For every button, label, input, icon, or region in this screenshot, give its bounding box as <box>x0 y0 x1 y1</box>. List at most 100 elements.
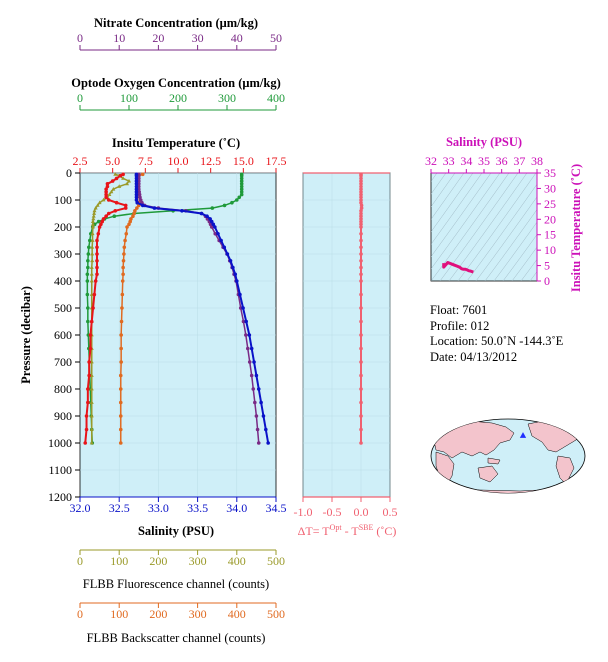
oxygen-point <box>86 265 90 270</box>
backscatter-point <box>122 245 127 250</box>
oxygen-point <box>239 176 244 181</box>
oxygen-tick-label: 300 <box>218 91 236 105</box>
oxygen-tick-label: 0 <box>77 91 83 105</box>
isopycnal-line <box>439 173 519 281</box>
nitrate-tick-label: 0 <box>77 31 83 45</box>
delta-tick-label: -1.0 <box>294 505 313 519</box>
salinity-point <box>249 346 254 351</box>
nitrate-point <box>256 441 261 445</box>
delta-t-point <box>359 346 363 351</box>
delta-t-point <box>359 245 363 250</box>
backscatter-point <box>123 238 127 243</box>
pressure-tick-label: 200 <box>54 220 72 234</box>
temperature-point <box>101 217 106 221</box>
fluorescence-point <box>89 427 94 431</box>
salinity-point <box>134 184 139 189</box>
nitrate-tick-label: 20 <box>152 31 164 45</box>
ts-x-tick-label: 37 <box>513 154 525 168</box>
pressure-tick-label: 400 <box>54 274 72 288</box>
isopycnal-line <box>520 258 537 281</box>
isopycnal-line <box>431 173 492 258</box>
salinity-point <box>211 222 216 227</box>
temperature-point <box>87 373 91 378</box>
temperature-point <box>104 214 108 218</box>
delta-t-point <box>359 319 363 324</box>
fluorescence-axis: 0 100 200 300 400 500 FLBB Fluorescence chann… <box>77 549 285 591</box>
salinity-axis-label: Salinity (PSU) <box>138 524 214 538</box>
delta-t-point <box>359 190 363 194</box>
salinity-point <box>213 225 217 229</box>
pressure-tick-label: 800 <box>54 382 72 396</box>
backscatter-point <box>121 258 126 263</box>
salinity-point <box>252 360 256 364</box>
isopycnal-line <box>431 173 510 281</box>
isopycnal-line <box>493 221 537 281</box>
temperature-point <box>88 346 93 351</box>
temperature-tick-label: 15.0 <box>233 154 254 168</box>
fluorescence-point <box>113 172 118 176</box>
isopycnal-line <box>584 163 608 281</box>
delta-t-point <box>359 238 363 243</box>
float-info: Float: 7601 Profile: 012 Location: 50.0˚… <box>430 303 563 365</box>
oxygen-point <box>96 219 101 224</box>
delta-t-point <box>359 333 363 337</box>
delta-t-point <box>359 272 363 277</box>
fluorescence-point <box>90 258 95 263</box>
salinity-point <box>205 214 209 218</box>
nitrate-point <box>255 427 260 432</box>
temperature-point <box>104 192 108 197</box>
ts-x-tick-label: 36 <box>496 154 508 168</box>
backscatter-point <box>135 206 139 210</box>
temperature-point <box>118 173 123 178</box>
fluorescence-tick-label: 100 <box>110 554 128 568</box>
temperature-axis-label: Insitu Temperature (˚C) <box>112 136 240 150</box>
temperature-point <box>114 200 119 205</box>
backscatter-point <box>140 172 145 177</box>
oxygen-tick-label: 100 <box>120 91 138 105</box>
ts-x-tick-label: 33 <box>443 154 455 168</box>
oxygen-point <box>239 192 244 197</box>
fluorescence-point <box>89 440 94 445</box>
fluorescence-point <box>92 211 97 215</box>
oxygen-point <box>86 258 90 263</box>
fluorescence-point <box>89 272 94 276</box>
ts-x-tick-label: 32 <box>425 154 437 168</box>
delta-t-point <box>359 400 363 405</box>
backscatter-point <box>118 427 123 432</box>
fluorescence-axis-label: FLBB Fluorescence channel (counts) <box>83 577 269 591</box>
pressure-tick-label: 600 <box>54 328 72 342</box>
fluorescence-point <box>93 205 98 210</box>
temperature-tick-label: 17.5 <box>266 154 287 168</box>
float-id: Float: 7601 <box>430 303 488 317</box>
backscatter-point <box>133 209 137 213</box>
location: Location: 50.0˚N -144.3˚E <box>430 334 564 348</box>
salinity-point <box>228 258 233 263</box>
delta-tick-label: -0.5 <box>323 505 342 519</box>
salinity-point <box>241 306 245 310</box>
oxygen-point <box>239 190 244 194</box>
pressure-tick-label: 1200 <box>48 490 72 504</box>
temperature-point <box>84 427 89 432</box>
delta-t-label-suffix: (˚C) <box>373 524 396 538</box>
backscatter-point <box>121 272 125 277</box>
salinity-point <box>266 441 270 445</box>
fluorescence-point <box>117 184 122 188</box>
temperature-point <box>95 245 99 250</box>
fluorescence-point <box>95 203 100 207</box>
temperature-point <box>99 222 103 227</box>
fluorescence-point <box>127 178 131 183</box>
temperature-point <box>113 209 118 213</box>
backscatter-tick-label: 200 <box>149 607 167 621</box>
ts-salinity-title: Salinity (PSU) <box>446 135 522 149</box>
temperature-point <box>91 306 95 310</box>
fluorescence-tick-label: 400 <box>228 554 246 568</box>
ts-x-tick-label: 35 <box>478 154 490 168</box>
salinity-point <box>247 333 252 337</box>
delta-t-point <box>359 179 363 183</box>
ts-y-tick-label: 35 <box>544 166 556 180</box>
fluorescence-point <box>89 413 94 418</box>
salinity-point <box>208 217 212 221</box>
map-land-indonesia <box>487 457 501 465</box>
salinity-point <box>233 272 238 277</box>
